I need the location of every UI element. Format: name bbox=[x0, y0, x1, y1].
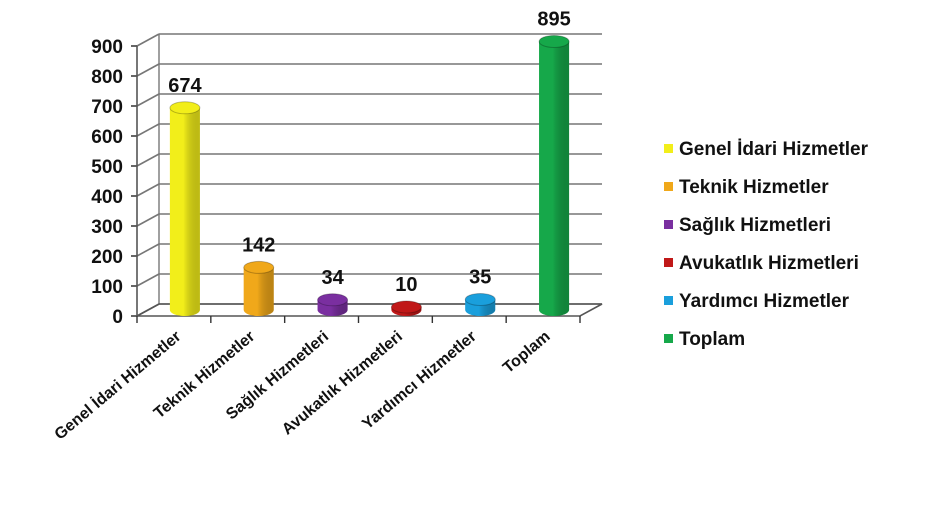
y-tick-label: 300 bbox=[91, 217, 123, 238]
data-label: 10 bbox=[395, 274, 417, 296]
legend-label: Sağlık Hizmetleri bbox=[679, 215, 831, 236]
legend-swatch bbox=[664, 182, 673, 191]
gridlines bbox=[136, 33, 602, 317]
bar-top bbox=[390, 300, 422, 314]
data-labels: 674 142 34 10 35 895 bbox=[168, 9, 571, 297]
gridline-side bbox=[136, 93, 160, 107]
gridline-side bbox=[136, 183, 160, 197]
bar-top bbox=[538, 35, 570, 48]
bar bbox=[317, 293, 349, 316]
legend-label: Genel İdari Hizmetler bbox=[679, 139, 869, 160]
bar-top bbox=[464, 293, 496, 306]
legend-label: Teknik Hizmetler bbox=[679, 177, 829, 198]
legend-label: Avukatlık Hizmetleri bbox=[679, 253, 859, 274]
bars bbox=[169, 35, 570, 316]
gridline-side bbox=[136, 213, 160, 227]
data-label: 34 bbox=[321, 267, 344, 289]
legend-swatch bbox=[664, 334, 673, 343]
legend: Genel İdari Hizmetler Teknik Hizmetler Sağ… bbox=[664, 139, 869, 350]
bar bbox=[243, 260, 275, 316]
y-tick-label: 0 bbox=[112, 307, 123, 328]
y-tick-labels: 0 100 200 300 400 500 600 700 800 900 bbox=[91, 37, 123, 328]
data-label: 142 bbox=[242, 234, 275, 256]
y-tick-label: 600 bbox=[91, 127, 123, 148]
data-label: 895 bbox=[537, 9, 570, 31]
bar-shading bbox=[539, 41, 570, 316]
legend-swatch bbox=[664, 258, 673, 267]
gridline-side bbox=[136, 33, 160, 47]
legend-swatch bbox=[664, 144, 673, 153]
y-tick-label: 700 bbox=[91, 97, 123, 118]
bar bbox=[169, 101, 201, 316]
legend-swatch bbox=[664, 296, 673, 305]
y-tick-label: 800 bbox=[91, 67, 123, 88]
y-tick-label: 900 bbox=[91, 37, 123, 58]
bar-top bbox=[243, 260, 275, 274]
gridline-side bbox=[136, 243, 160, 257]
legend-swatch bbox=[664, 220, 673, 229]
y-tick-label: 500 bbox=[91, 157, 123, 178]
bar bbox=[538, 35, 570, 316]
y-tick-label: 200 bbox=[91, 247, 123, 268]
x-category-label: Avukatlık Hizmetleri bbox=[279, 328, 406, 438]
axes bbox=[131, 34, 603, 323]
bar-top bbox=[169, 101, 201, 115]
bar bbox=[464, 293, 496, 316]
x-category-label: Toplam bbox=[500, 328, 554, 377]
gridline-side bbox=[136, 63, 160, 77]
gridline-side bbox=[136, 273, 160, 287]
legend-label: Toplam bbox=[679, 329, 745, 350]
data-label: 674 bbox=[168, 75, 202, 97]
legend-label: Yardımcı Hizmetler bbox=[679, 291, 850, 312]
bar bbox=[390, 300, 422, 316]
bar-shading bbox=[243, 267, 274, 316]
x-category-label: Genel İdari Hizmetler bbox=[51, 327, 185, 443]
gridline-side bbox=[136, 123, 160, 137]
y-tick-label: 400 bbox=[91, 187, 123, 208]
bar-shading bbox=[169, 107, 200, 316]
y-tick-label: 100 bbox=[91, 277, 123, 298]
data-label: 35 bbox=[469, 267, 491, 289]
bar-top bbox=[317, 293, 349, 307]
floor bbox=[136, 303, 603, 317]
gridline-side bbox=[136, 153, 160, 167]
